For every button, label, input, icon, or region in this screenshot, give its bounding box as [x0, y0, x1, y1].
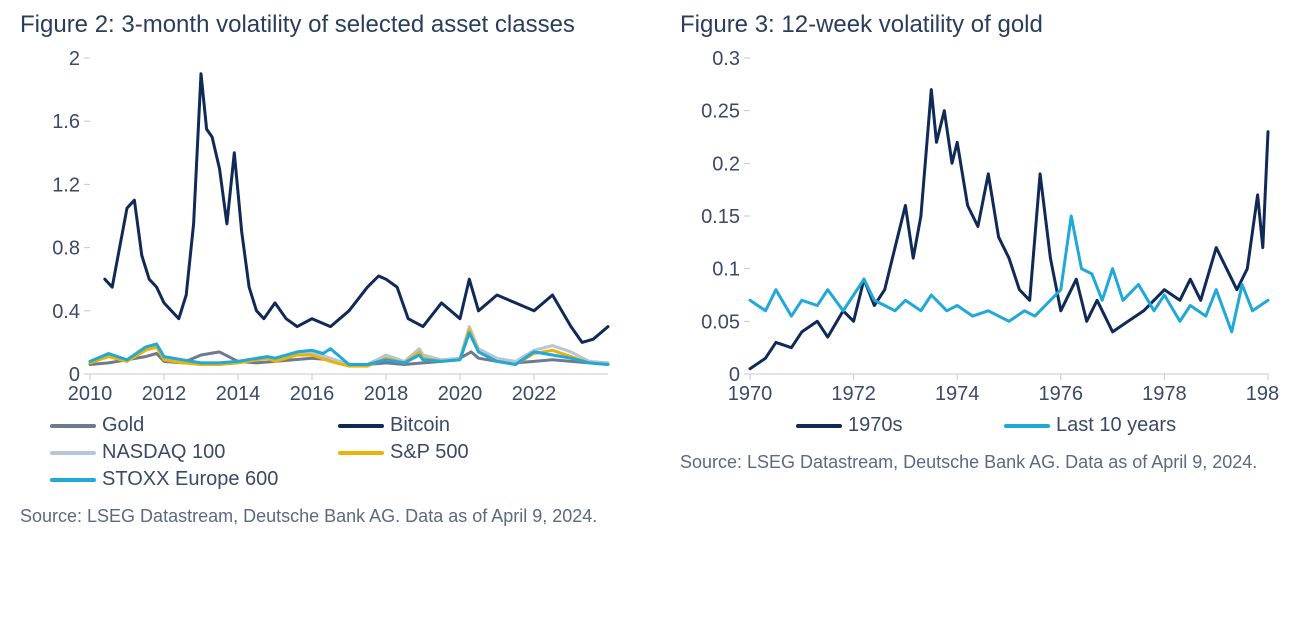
legend-label: STOXX Europe 600: [102, 468, 278, 491]
svg-text:1980: 1980: [1246, 383, 1280, 405]
legend-label: Gold: [102, 414, 144, 437]
legend-item: Bitcoin: [338, 414, 598, 437]
figure3-chart: 00.050.10.150.20.250.3197019721974197619…: [680, 48, 1280, 408]
figure2-panel: Figure 2: 3-month volatility of selected…: [20, 10, 640, 528]
svg-text:0.1: 0.1: [712, 259, 740, 281]
svg-text:0.05: 0.05: [701, 311, 740, 333]
legend-swatch: [338, 451, 384, 455]
legend-item: NASDAQ 100: [50, 441, 310, 464]
figure3-source: Source: LSEG Datastream, Deutsche Bank A…: [680, 451, 1300, 474]
legend-swatch: [1004, 424, 1050, 428]
legend-item: Last 10 years: [1004, 414, 1184, 437]
svg-text:2018: 2018: [364, 383, 409, 405]
figure2-svg: 00.40.81.21.6220102012201420162018202020…: [20, 48, 620, 408]
svg-text:0.3: 0.3: [712, 48, 740, 70]
svg-text:2022: 2022: [512, 383, 557, 405]
svg-text:0.4: 0.4: [52, 301, 80, 323]
legend-label: Last 10 years: [1056, 414, 1176, 437]
legend-item: STOXX Europe 600: [50, 468, 310, 491]
figure2-source: Source: LSEG Datastream, Deutsche Bank A…: [20, 505, 640, 528]
svg-text:1978: 1978: [1142, 383, 1187, 405]
svg-text:1.6: 1.6: [52, 111, 80, 133]
svg-text:2: 2: [69, 48, 80, 70]
legend-swatch: [50, 424, 96, 428]
legend-label: S&P 500: [390, 441, 469, 464]
svg-text:0.2: 0.2: [712, 153, 740, 175]
figure2-legend: Gold Bitcoin NASDAQ 100 S&P 500 STOXX Europe…: [20, 414, 640, 491]
legend-swatch: [338, 424, 384, 428]
figure2-title: Figure 2: 3-month volatility of selected…: [20, 10, 640, 40]
svg-text:2014: 2014: [216, 383, 261, 405]
svg-text:1974: 1974: [935, 383, 980, 405]
svg-text:1976: 1976: [1039, 383, 1084, 405]
legend-item: Gold: [50, 414, 310, 437]
legend-swatch: [50, 478, 96, 482]
svg-text:2010: 2010: [68, 383, 113, 405]
figure3-title: Figure 3: 12-week volatility of gold: [680, 10, 1300, 40]
legend-label: Bitcoin: [390, 414, 450, 437]
figure3-panel: Figure 3: 12-week volatility of gold 00.…: [680, 10, 1300, 474]
svg-text:1972: 1972: [831, 383, 876, 405]
svg-text:2020: 2020: [438, 383, 483, 405]
figure3-legend: 1970s Last 10 years: [680, 414, 1300, 437]
svg-text:0.8: 0.8: [52, 238, 80, 260]
legend-swatch: [796, 424, 842, 428]
svg-text:0.25: 0.25: [701, 101, 740, 123]
svg-text:2016: 2016: [290, 383, 335, 405]
figure3-svg: 00.050.10.150.20.250.3197019721974197619…: [680, 48, 1280, 408]
svg-text:2012: 2012: [142, 383, 187, 405]
svg-text:1.2: 1.2: [52, 174, 80, 196]
svg-text:0.15: 0.15: [701, 206, 740, 228]
legend-label: 1970s: [848, 414, 903, 437]
svg-text:1970: 1970: [728, 383, 773, 405]
legend-item: S&P 500: [338, 441, 598, 464]
figure2-chart: 00.40.81.21.6220102012201420162018202020…: [20, 48, 620, 408]
legend-label: NASDAQ 100: [102, 441, 225, 464]
legend-swatch: [50, 451, 96, 455]
legend-item: 1970s: [796, 414, 976, 437]
